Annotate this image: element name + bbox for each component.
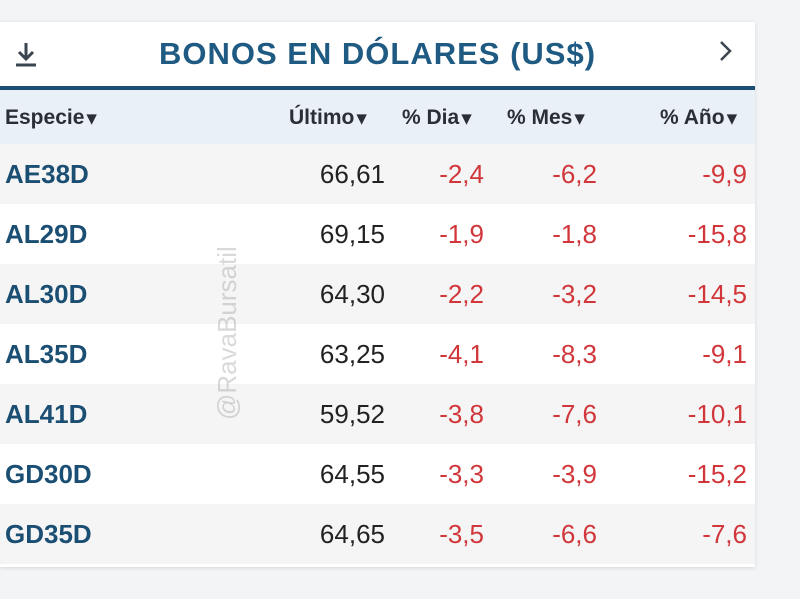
cell-ultimo: 64,30 [319,279,385,309]
bonds-widget: BONOS EN DÓLARES (US$) Especie▾ Último▾ … [0,22,755,567]
cell-mes: -6,6 [552,519,597,549]
cell-especie[interactable]: AL41D [5,399,88,429]
cell-mes: -3,9 [552,459,597,489]
column-header-especie[interactable]: Especie▾ [5,106,97,130]
cell-ano: -9,9 [702,159,747,189]
column-header-ano[interactable]: % Año▾ [660,106,738,130]
table-body: AE38D 66,61 -2,4 -6,2 -9,9 AL29D 69,15 -… [0,144,755,564]
column-header-dia[interactable]: % Dia▾ [402,106,472,130]
cell-ultimo: 64,55 [319,459,385,489]
cell-ano: -7,6 [702,519,747,549]
cell-dia: -2,4 [439,159,484,189]
cell-especie[interactable]: GD35D [5,519,92,549]
cell-mes: -3,2 [552,279,597,309]
sort-caret-icon[interactable]: ▾ [726,107,738,130]
cell-ultimo: 64,65 [319,519,385,549]
cell-dia: -3,5 [439,519,484,549]
cell-ultimo: 69,15 [319,219,385,249]
table-row[interactable]: AL29D 69,15 -1,9 -1,8 -15,8 [0,204,755,264]
table-row[interactable]: AL35D 63,25 -4,1 -8,3 -9,1 [0,324,755,384]
table-header: Especie▾ Último▾ % Dia▾ % Mes▾ % Año▾ [0,90,755,144]
watermark: @RavaBursatil [212,246,242,420]
table-row[interactable]: GD35D 64,65 -3,5 -6,6 -7,6 [0,504,755,564]
cell-ano: -15,8 [687,219,747,249]
table-row[interactable]: AL30D 64,30 -2,2 -3,2 -14,5 [0,264,755,324]
table-row[interactable]: AL41D 59,52 -3,8 -7,6 -10,1 [0,384,755,444]
cell-mes: -1,8 [552,219,597,249]
widget-header: BONOS EN DÓLARES (US$) [0,22,755,90]
cell-especie[interactable]: AL35D [5,339,88,369]
sort-caret-icon[interactable]: ▾ [356,107,367,130]
column-header-mes[interactable]: % Mes▾ [507,106,585,130]
cell-dia: -2,2 [439,279,484,309]
download-icon[interactable] [12,40,40,70]
table-row[interactable]: GD30D 64,55 -3,3 -3,9 -15,2 [0,444,755,504]
cell-especie[interactable]: AL29D [5,219,88,249]
cell-ultimo: 66,61 [319,159,385,189]
cell-especie[interactable]: GD30D [5,459,92,489]
cell-ultimo: 63,25 [319,339,385,369]
table-row[interactable]: AE38D 66,61 -2,4 -6,2 -9,9 [0,144,755,204]
cell-especie[interactable]: AL30D [5,279,88,309]
cell-dia: -1,9 [439,219,484,249]
sort-caret-icon[interactable]: ▾ [574,107,585,130]
column-header-ultimo[interactable]: Último▾ [289,106,367,130]
sort-caret-icon[interactable]: ▾ [461,107,472,130]
cell-mes: -7,6 [552,399,597,429]
cell-dia: -3,3 [439,459,484,489]
cell-dia: -3,8 [439,399,484,429]
cell-especie[interactable]: AE38D [5,159,89,189]
cell-mes: -8,3 [552,339,597,369]
cell-ano: -9,1 [702,339,747,369]
widget-title[interactable]: BONOS EN DÓLARES (US$) [158,36,597,71]
cell-ultimo: 59,52 [319,399,385,429]
cell-ano: -15,2 [687,459,747,489]
sort-caret-icon[interactable]: ▾ [86,107,97,130]
cell-ano: -14,5 [687,279,747,309]
cell-mes: -6,2 [552,159,597,189]
chevron-right-icon[interactable] [716,38,736,64]
cell-dia: -4,1 [439,339,484,369]
cell-ano: -10,1 [687,399,747,429]
